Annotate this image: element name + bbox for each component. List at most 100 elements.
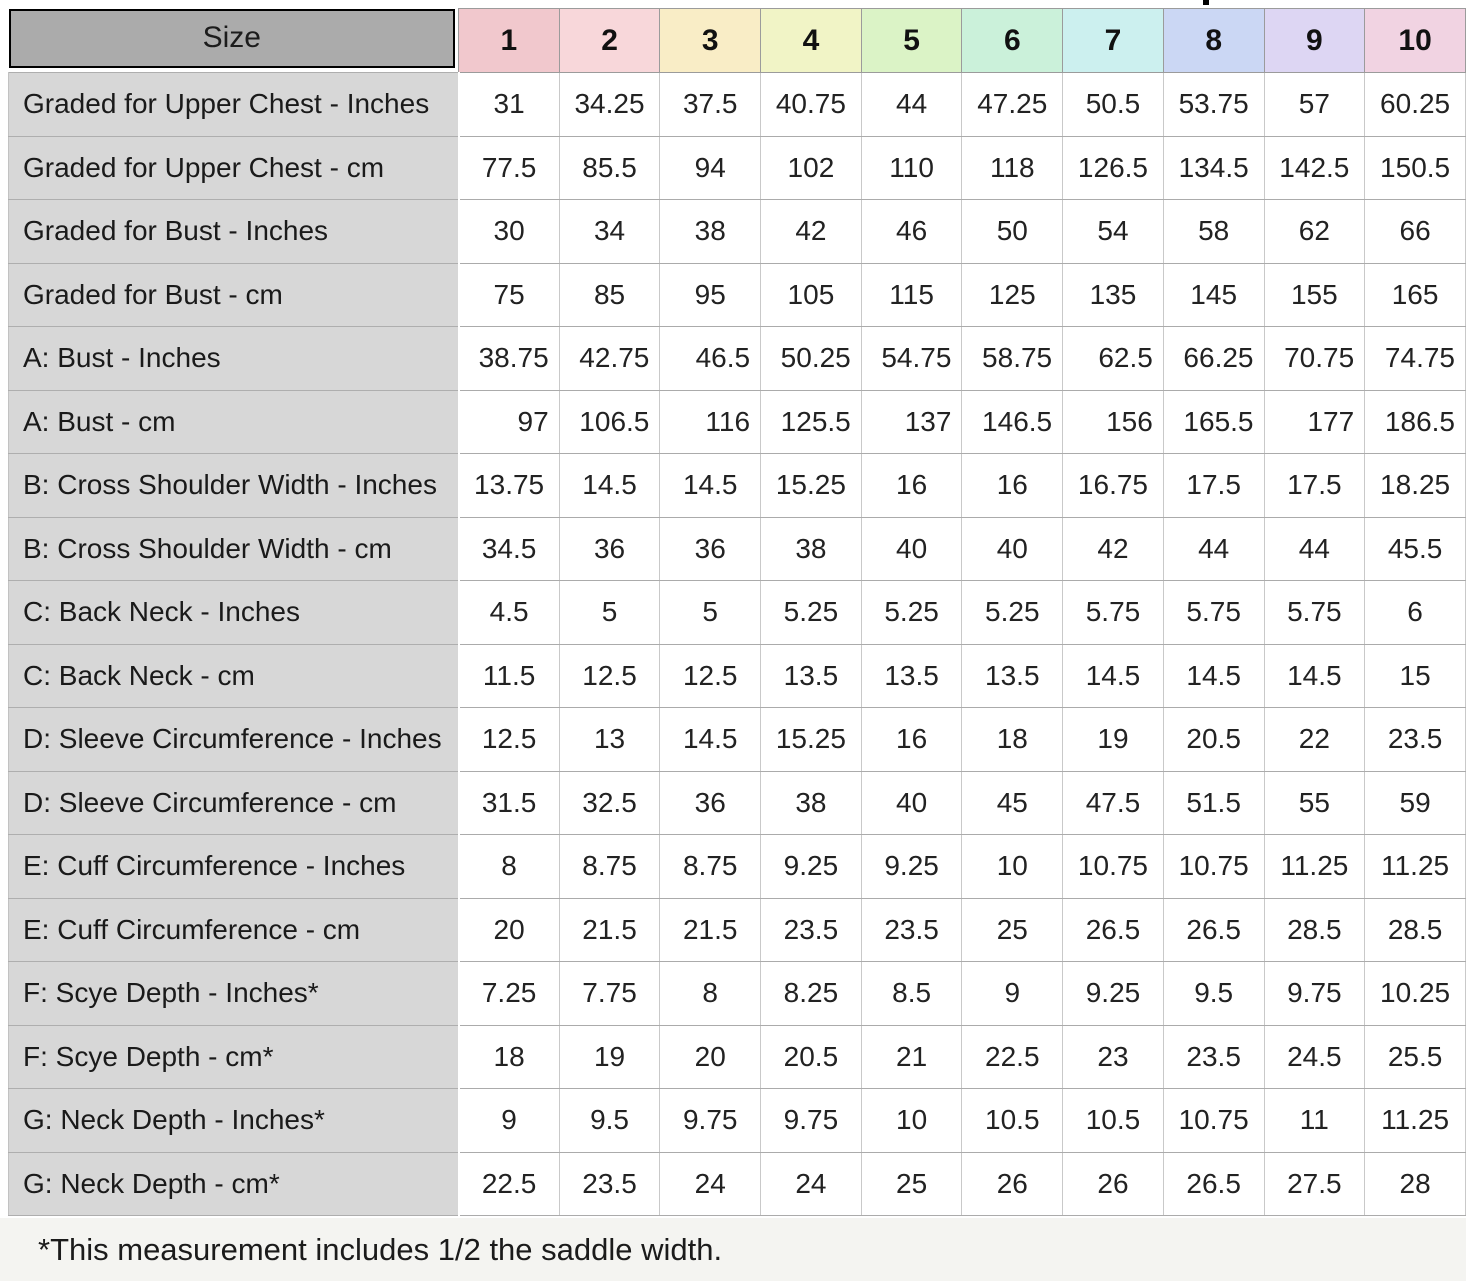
value-cell: 126.5 — [1062, 135, 1164, 200]
value-cell: 85.5 — [558, 135, 661, 200]
row-label: D: Sleeve Circumference - cm — [8, 770, 460, 835]
value-cell: 7.25 — [458, 961, 560, 1026]
value-cell: 21.5 — [659, 897, 762, 962]
row-label: G: Neck Depth - cm* — [8, 1151, 460, 1216]
value-cell: 5 — [659, 580, 762, 645]
value-cell: 15.25 — [760, 453, 862, 518]
table-row: Graded for Upper Chest - cm 77.5 85.5 94 102… — [8, 135, 1466, 200]
value-cell: 10.25 — [1364, 961, 1466, 1026]
table-row: D: Sleeve Circumference - Inches 12.5 13 14… — [8, 707, 1466, 772]
value-cell: 5.25 — [760, 580, 862, 645]
value-cell: 77.5 — [458, 135, 560, 200]
value-cell: 21.5 — [558, 897, 661, 962]
value-cell: 40 — [961, 516, 1064, 581]
value-cell: 9.75 — [1263, 961, 1366, 1026]
value-cell: 19 — [1062, 707, 1164, 772]
row-label: B: Cross Shoulder Width - cm — [8, 516, 460, 581]
value-cell: 8 — [458, 834, 560, 899]
value-cell: 6 — [1364, 580, 1466, 645]
row-label: D: Sleeve Circumference - Inches — [8, 707, 460, 772]
value-cell: 32.5 — [558, 770, 661, 835]
row-label: A: Bust - Inches — [8, 326, 460, 391]
value-cell: 24 — [659, 1151, 762, 1216]
value-cell: 36 — [659, 770, 762, 835]
value-cell: 50.25 — [760, 326, 862, 391]
value-cell: 23.5 — [760, 897, 862, 962]
value-cell: 20 — [659, 1024, 762, 1089]
size-column-header: 2 — [558, 8, 661, 73]
value-cell: 44 — [1263, 516, 1366, 581]
value-cell: 165 — [1364, 262, 1466, 327]
value-cell: 18 — [961, 707, 1064, 772]
value-cell: 21 — [860, 1024, 963, 1089]
footnote: *This measurement includes 1/2 the saddl… — [0, 1218, 1466, 1281]
value-cell: 5 — [558, 580, 661, 645]
value-cell: 26 — [1062, 1151, 1164, 1216]
value-cell: 53.75 — [1162, 72, 1265, 137]
value-cell: 146.5 — [961, 389, 1064, 454]
value-cell: 12.5 — [458, 707, 560, 772]
value-cell: 45.5 — [1364, 516, 1466, 581]
value-cell: 9.5 — [1162, 961, 1265, 1026]
value-cell: 14.5 — [1263, 643, 1366, 708]
table-row: A: Bust - cm 97 106.5 116 125.5 137 146.5 156 16… — [8, 389, 1466, 454]
value-cell: 106.5 — [558, 389, 661, 454]
value-cell: 26 — [961, 1151, 1064, 1216]
value-cell: 4.5 — [458, 580, 560, 645]
value-cell: 10.75 — [1162, 834, 1265, 899]
value-cell: 62 — [1263, 199, 1366, 264]
value-cell: 7.75 — [558, 961, 661, 1026]
table-row: B: Cross Shoulder Width - cm 34.5 36 36 38 40… — [8, 516, 1466, 581]
value-cell: 46.5 — [659, 326, 762, 391]
value-cell: 47.5 — [1062, 770, 1164, 835]
value-cell: 15 — [1364, 643, 1466, 708]
value-cell: 25 — [860, 1151, 963, 1216]
value-cell: 5.25 — [860, 580, 963, 645]
value-cell: 125.5 — [760, 389, 862, 454]
table-row: F: Scye Depth - Inches* 7.25 7.75 8 8.25 8.5 9… — [8, 961, 1466, 1026]
value-cell: 16 — [860, 453, 963, 518]
value-cell: 38 — [760, 770, 862, 835]
value-cell: 24.5 — [1263, 1024, 1366, 1089]
table-row: G: Neck Depth - cm* 22.5 23.5 24 24 25 26 26 26.… — [8, 1151, 1466, 1216]
value-cell: 59 — [1364, 770, 1466, 835]
table-row: A: Bust - Inches 38.75 42.75 46.5 50.25 54.75… — [8, 326, 1466, 391]
size-column-header: 6 — [961, 8, 1064, 73]
value-cell: 23.5 — [860, 897, 963, 962]
size-column-header: 7 — [1062, 8, 1164, 73]
value-cell: 85 — [558, 262, 661, 327]
table-row: C: Back Neck - cm 11.5 12.5 12.5 13.5 13.5 13.… — [8, 643, 1466, 708]
value-cell: 8.5 — [860, 961, 963, 1026]
value-cell: 47.25 — [961, 72, 1064, 137]
value-cell: 8.25 — [760, 961, 862, 1026]
size-header-cell: Size — [8, 8, 459, 73]
value-cell: 5.75 — [1263, 580, 1366, 645]
value-cell: 27.5 — [1263, 1151, 1366, 1216]
value-cell: 34.25 — [558, 72, 661, 137]
header-row: Size 1 2 3 4 5 6 7 8 9 10 — [8, 8, 1466, 73]
value-cell: 155 — [1263, 262, 1366, 327]
value-cell: 137 — [860, 389, 963, 454]
value-cell: 25 — [961, 897, 1064, 962]
cropped-text-artifact — [1203, 0, 1209, 5]
value-cell: 10 — [860, 1088, 963, 1153]
value-cell: 135 — [1062, 262, 1164, 327]
value-cell: 97 — [458, 389, 560, 454]
value-cell: 66.25 — [1162, 326, 1265, 391]
value-cell: 38 — [659, 199, 762, 264]
row-label: E: Cuff Circumference - cm — [8, 897, 460, 962]
value-cell: 50 — [961, 199, 1064, 264]
row-label: E: Cuff Circumference - Inches — [8, 834, 460, 899]
value-cell: 38 — [760, 516, 862, 581]
row-label: F: Scye Depth - cm* — [8, 1024, 460, 1089]
value-cell: 42 — [760, 199, 862, 264]
value-cell: 58.75 — [961, 326, 1064, 391]
value-cell: 28 — [1364, 1151, 1466, 1216]
value-cell: 42.75 — [558, 326, 661, 391]
value-cell: 34 — [558, 199, 661, 264]
row-label: C: Back Neck - Inches — [8, 580, 460, 645]
value-cell: 16.75 — [1062, 453, 1164, 518]
value-cell: 95 — [659, 262, 762, 327]
value-cell: 20.5 — [1162, 707, 1265, 772]
row-label: Graded for Upper Chest - Inches — [8, 72, 460, 137]
